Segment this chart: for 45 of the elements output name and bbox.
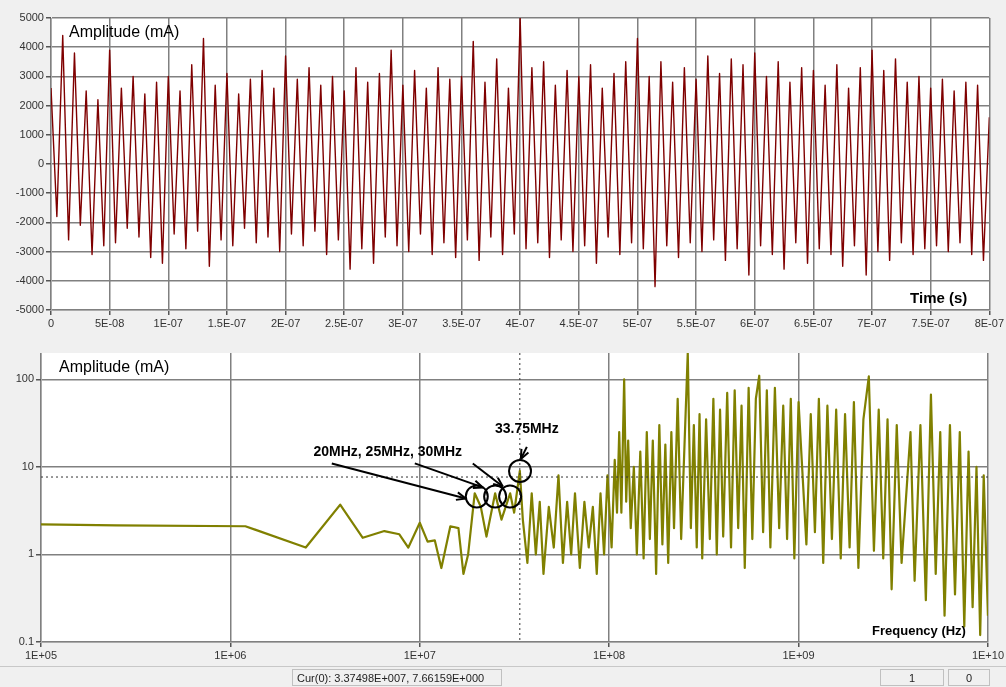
x-tick-label: 5E-08 bbox=[94, 316, 125, 329]
x-tick-label: 1E+06 bbox=[214, 648, 247, 661]
y-axis-title: Amplitude (mA) bbox=[69, 23, 180, 41]
x-tick-label: 4E-07 bbox=[505, 316, 535, 329]
x-tick-label: 1E+09 bbox=[782, 648, 815, 661]
x-tick-label: 5E-07 bbox=[622, 316, 653, 329]
x-tick-label: 3E-07 bbox=[388, 316, 418, 329]
y-tick-label: -2000 bbox=[15, 215, 44, 228]
x-tick-label: 6E-07 bbox=[740, 316, 770, 329]
x-tick-label: 2E-07 bbox=[270, 316, 301, 329]
x-tick-label: 3.5E-07 bbox=[442, 316, 481, 329]
x-tick-label: 8E-07 bbox=[974, 316, 1004, 329]
annotation: 20MHz, 25MHz, 30MHz bbox=[313, 443, 463, 460]
y-tick-label: 5000 bbox=[19, 11, 44, 24]
y-tick-label: 0 bbox=[37, 157, 44, 170]
x-tick-label: 7.5E-07 bbox=[911, 316, 950, 329]
x-tick-label: 1E+10 bbox=[971, 648, 1005, 661]
x-tick-label: 1E-07 bbox=[153, 316, 183, 329]
x-tick-label: 1E+05 bbox=[24, 648, 58, 661]
x-tick-label: 1.5E-07 bbox=[207, 316, 247, 329]
x-axis-title: Time (s) bbox=[910, 289, 968, 307]
y-tick-label: -1000 bbox=[15, 186, 44, 199]
x-axis-title: Frequency (Hz) bbox=[872, 622, 966, 638]
x-tick-label: 0 bbox=[47, 316, 55, 329]
y-tick-label: -3000 bbox=[15, 244, 44, 257]
y-tick-label: 3000 bbox=[19, 69, 44, 82]
y-axis-title: Amplitude (mA) bbox=[59, 358, 170, 376]
x-tick-label: 2.5E-07 bbox=[324, 316, 364, 329]
y-tick-label: -4000 bbox=[15, 273, 44, 286]
y-tick-label: -5000 bbox=[15, 303, 44, 316]
y-tick-label: 4000 bbox=[19, 40, 44, 53]
status-bar: Cur(0): 3.37498E+007, 7.66159E+000 1 0 bbox=[0, 666, 1006, 687]
x-tick-label: 1E+08 bbox=[593, 648, 626, 661]
y-tick-label: 1 bbox=[27, 547, 34, 560]
annotation: 33.75MHz bbox=[494, 419, 559, 436]
x-tick-label: 6.5E-07 bbox=[794, 316, 833, 329]
y-tick-label: 0.1 bbox=[18, 635, 34, 648]
y-tick-label: 1000 bbox=[19, 127, 44, 140]
y-tick-label: 2000 bbox=[19, 98, 44, 111]
x-tick-label: 1E+07 bbox=[403, 648, 436, 661]
x-tick-label: 7E-07 bbox=[857, 316, 887, 329]
y-tick-label: 10 bbox=[21, 459, 34, 472]
x-tick-label: 5.5E-07 bbox=[676, 316, 716, 329]
x-tick-label: 4.5E-07 bbox=[559, 316, 599, 329]
y-tick-label: 100 bbox=[15, 372, 34, 385]
